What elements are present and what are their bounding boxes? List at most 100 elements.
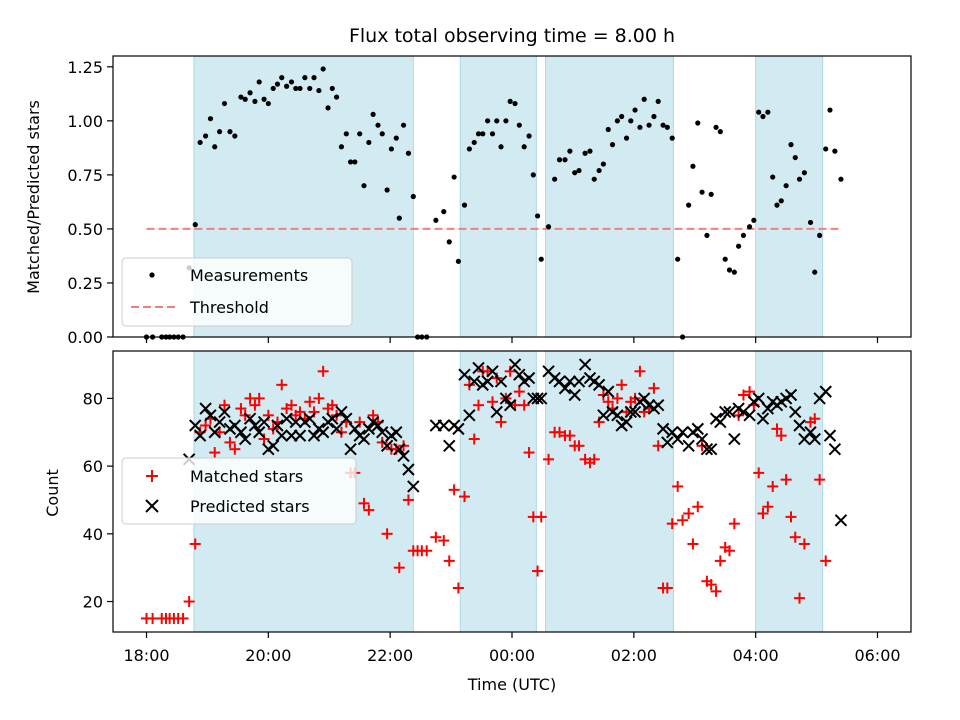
measurement-point (823, 146, 829, 152)
predicted-point (397, 449, 410, 463)
measurement-point (526, 133, 532, 139)
predicted-point (513, 368, 526, 381)
measurement-point (405, 150, 412, 156)
measurement-point (704, 232, 710, 239)
predicted-point (737, 405, 750, 419)
matched-point (672, 480, 684, 492)
predicted-point (371, 419, 385, 432)
predicted-point (819, 385, 832, 398)
measurement-point (717, 129, 723, 135)
measurement-point (756, 109, 762, 115)
measurement-point (507, 98, 513, 104)
matched-point (235, 403, 247, 415)
measurement-point (221, 100, 228, 107)
matched-point (218, 399, 230, 411)
predicted-point (597, 409, 610, 422)
matched-point (363, 504, 375, 516)
bottom-xtick-label: 04:00 (733, 646, 779, 665)
predicted-point (723, 405, 736, 419)
predicted-point (637, 392, 651, 405)
measurement-point (197, 139, 203, 146)
matched-point (376, 436, 388, 448)
predicted-point (443, 439, 456, 453)
figure-title: Flux total observing time = 8.00 h (349, 25, 675, 47)
predicted-point (289, 415, 302, 429)
measurement-point (623, 135, 630, 141)
predicted-point (651, 398, 665, 412)
measurement-point (400, 122, 407, 128)
predicted-point (280, 412, 293, 425)
measurement-point (582, 150, 588, 156)
measurement-point (646, 122, 652, 128)
predicted-point (344, 442, 357, 456)
measurement-point (614, 118, 620, 124)
measurement-point (207, 116, 214, 122)
measurement-point (740, 232, 747, 239)
measurement-point (765, 109, 771, 115)
measurement-point (751, 217, 757, 223)
matched-point (463, 379, 475, 391)
measurement-point (708, 191, 714, 197)
measurement-point (265, 100, 271, 107)
predicted-point (362, 422, 376, 436)
measurement-point (247, 90, 253, 96)
legend-matched-label: Matched stars (190, 467, 303, 486)
predicted-point (326, 412, 339, 425)
matched-point (710, 585, 722, 597)
matched-point (393, 562, 405, 574)
measurement-point (494, 118, 500, 124)
matched-point (532, 565, 544, 577)
legend-measurements-label: Measurements (190, 266, 308, 285)
measurement-point (466, 146, 472, 152)
predicted-point (808, 432, 821, 446)
matched-point (652, 440, 664, 452)
predicted-point (743, 409, 756, 422)
measurement-point (534, 213, 541, 219)
predicted-point (508, 358, 522, 371)
predicted-point (691, 422, 705, 436)
measurement-point (370, 111, 376, 117)
measurement-point (489, 131, 496, 137)
top-panel: 0.00 0.25 0.50 0.75 1.00 1.25 Matched/Predict… (24, 55, 912, 347)
matched-point (495, 416, 507, 428)
matched-point (762, 501, 774, 513)
matched-point (789, 531, 801, 543)
predicted-point (380, 439, 394, 453)
measurement-point (774, 202, 780, 208)
measurement-point (817, 232, 823, 239)
matched-point (814, 474, 826, 486)
top-legend: Measurements Threshold (121, 257, 353, 327)
measurement-point (451, 174, 457, 180)
matched-point (448, 484, 460, 496)
predicted-point (592, 378, 606, 392)
matched-point (692, 501, 704, 513)
matched-point (209, 447, 221, 459)
matched-point (249, 399, 261, 411)
matched-point (677, 514, 689, 526)
predicted-point (628, 405, 642, 419)
measurement-point (410, 193, 416, 200)
measurement-point (202, 133, 209, 139)
measurement-point (352, 159, 358, 165)
matched-point (728, 518, 740, 530)
top-axes: 0.00 0.25 0.50 0.75 1.00 1.25 (67, 55, 912, 347)
predicted-point (620, 415, 633, 429)
matched-point (276, 379, 288, 391)
matched-point (513, 386, 525, 398)
matched-point (354, 416, 366, 428)
measurement-point (596, 167, 602, 174)
measurement-point (503, 118, 509, 124)
predicted-point (494, 375, 508, 388)
bottom-xtick-label: 20:00 (245, 646, 291, 665)
matched-point (809, 413, 821, 425)
measurement-point (297, 85, 303, 92)
measurement-point (796, 176, 803, 182)
predicted-point (257, 415, 271, 429)
measurement-point (329, 85, 335, 92)
measurement-point (343, 131, 349, 137)
predicted-point (463, 409, 476, 422)
measurement-point (217, 129, 223, 135)
matched-point (224, 436, 236, 448)
matched-point (452, 582, 464, 594)
matched-point (687, 538, 699, 550)
